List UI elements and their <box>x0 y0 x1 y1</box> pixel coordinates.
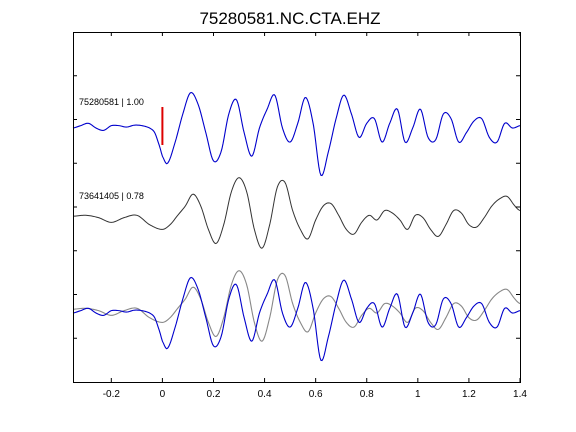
x-tick-label: 0.4 <box>258 389 272 400</box>
x-tick-label: 0.2 <box>207 389 221 400</box>
trace-reference <box>72 177 521 249</box>
plot-area: 75280581 | 1.00 73641405 | 0.78 <box>72 91 521 362</box>
x-tick-label: -0.2 <box>103 389 121 400</box>
x-tick-label: 0.6 <box>309 389 323 400</box>
chart-title: 75280581.NC.CTA.EHZ <box>199 9 380 28</box>
x-tick-label: 0.8 <box>360 389 374 400</box>
x-tick-label: 1.4 <box>513 389 527 400</box>
x-tick-label: 1.2 <box>462 389 476 400</box>
trace-label-target: 75280581 | 1.00 <box>79 97 144 107</box>
overlay-trace-target <box>72 276 521 362</box>
overlay-trace-reference <box>72 270 521 342</box>
trace-target <box>72 91 521 177</box>
x-tick-label: 1 <box>415 389 421 400</box>
x-tick-label: 0 <box>160 389 166 400</box>
axis-ticks: -0.2 0 0.2 0.4 0.6 0.8 1 1.2 1.4 <box>73 32 527 400</box>
trace-label-reference: 73641405 | 0.78 <box>79 191 144 201</box>
